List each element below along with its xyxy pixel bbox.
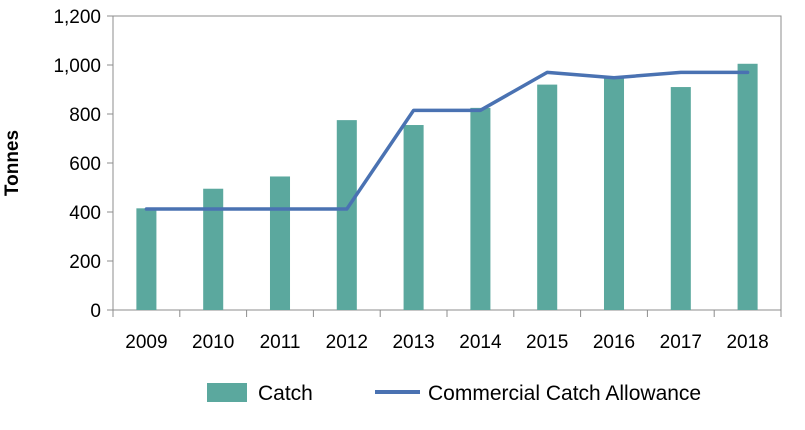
y-tick-label: 600: [69, 154, 101, 175]
catch-bar-2015: [537, 84, 558, 310]
catch-bar-2013: [403, 125, 424, 311]
catch-bar-2009: [136, 208, 157, 310]
y-tick-label: 200: [69, 252, 101, 273]
x-tick-label: 2012: [326, 332, 368, 353]
allowance-polyline: [144, 70, 750, 211]
y-axis-title: Tonnes: [2, 130, 23, 196]
x-tick-label: 2010: [192, 332, 234, 353]
x-tick-label: 2016: [593, 332, 635, 353]
x-tick-label: 2018: [726, 332, 768, 353]
allowance-line: [144, 70, 750, 211]
x-axis: 2009 2010 2011 2012 2013 2014 2015 2016 2017 2018: [112, 309, 782, 353]
legend: Catch Commercial Catch Allowance: [207, 382, 701, 405]
catch-bar-2017: [670, 87, 691, 310]
x-tick-label: 2015: [526, 332, 568, 353]
legend-label-catch: Catch: [258, 382, 313, 405]
y-tick-label: 1,000: [53, 56, 101, 77]
y-tick-label: 0: [90, 301, 101, 322]
legend-swatch-catch: [207, 383, 247, 402]
catch-bar-2018: [737, 63, 758, 311]
y-tick-label: 400: [69, 203, 101, 224]
x-tick-label: 2013: [392, 332, 434, 353]
catch-bar-2016: [603, 78, 625, 310]
catch-bars: [136, 63, 758, 311]
y-axis: 0 200 400 600 800 1,000 1,200: [53, 7, 113, 322]
x-tick-label: 2011: [260, 332, 301, 353]
y-tick-label: 800: [69, 105, 101, 126]
x-tick-label: 2017: [660, 332, 702, 353]
catch-bar-2012: [336, 120, 357, 310]
catch-bar-2014: [470, 107, 491, 310]
catch-bar-2010: [203, 188, 224, 310]
x-tick-label: 2014: [459, 332, 502, 353]
catch-bar-2011: [269, 176, 291, 310]
x-tick-label: 2009: [125, 332, 167, 353]
legend-label-allowance: Commercial Catch Allowance: [428, 382, 701, 405]
y-tick-label: 1,200: [53, 7, 101, 28]
